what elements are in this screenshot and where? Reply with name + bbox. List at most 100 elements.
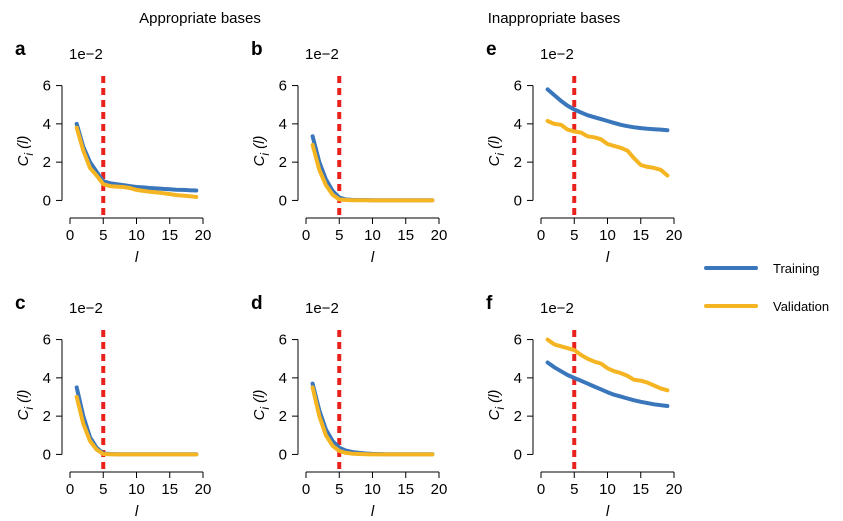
y-tick-label: 0: [43, 192, 51, 209]
axis-multiplier: 1e−2: [69, 300, 103, 317]
axis-multiplier: 1e−2: [540, 46, 574, 63]
y-tick-label: 0: [43, 446, 51, 463]
series-line-validation: [310, 142, 435, 203]
y-axis-label-arg: (l): [15, 390, 32, 403]
x-tick-label: 20: [666, 227, 683, 244]
y-tick-label: 6: [43, 332, 51, 349]
x-tick-label: 10: [599, 481, 616, 498]
series-line-validation: [545, 119, 670, 178]
axis-multiplier: 1e−2: [69, 46, 103, 63]
y-tick-label: 4: [514, 116, 522, 133]
x-tick-label: 5: [570, 227, 578, 244]
y-tick-label: 4: [279, 116, 287, 133]
y-axis-label-main: C: [486, 155, 503, 166]
x-tick-label: 20: [431, 227, 448, 244]
x-tick-label: 5: [335, 227, 343, 244]
x-tick-label: 0: [302, 481, 310, 498]
y-axis-label-subscript: i: [258, 407, 272, 410]
y-axis-label-arg: (l): [486, 136, 503, 149]
panel-letter-a: a: [15, 39, 26, 60]
y-axis-label: Ci (l): [486, 390, 507, 421]
x-tick-label: 15: [632, 227, 649, 244]
axis-multiplier: 1e−2: [305, 300, 339, 317]
x-tick-label: 15: [161, 227, 178, 244]
y-axis-label-subscript: i: [22, 407, 36, 410]
y-axis-label: Ci (l): [251, 390, 272, 421]
panel-letter-b: b: [251, 39, 263, 60]
series-line-validation: [74, 125, 199, 199]
x-tick-label: 0: [537, 481, 545, 498]
x-tick-label: 10: [364, 227, 381, 244]
x-tick-label: 10: [364, 481, 381, 498]
panel-letter-f: f: [486, 293, 493, 314]
y-axis-label-arg: (l): [251, 390, 268, 403]
y-axis-label-arg: (l): [15, 136, 32, 149]
series-line-training: [545, 360, 670, 408]
y-axis-label-main: C: [251, 409, 268, 420]
panel-letter-c: c: [15, 293, 26, 314]
y-axis-label-main: C: [251, 155, 268, 166]
y-tick-label: 4: [43, 370, 51, 387]
panel-letter-e: e: [486, 39, 497, 60]
panel-b: b 1e−2 0 2 4 6 0 5 10 15 20 l Ci (l): [251, 39, 447, 266]
x-tick-label: 20: [431, 481, 448, 498]
panel-e: e 1e−2 0 2 4 6 0 5 10 15 20 l Ci (l): [486, 39, 682, 266]
y-axis-label: Ci (l): [251, 136, 272, 167]
y-axis-label-main: C: [486, 409, 503, 420]
series-line-validation: [310, 385, 435, 457]
y-tick-label: 2: [43, 154, 51, 171]
legend: Training Validation: [704, 261, 829, 314]
y-tick-label: 6: [279, 332, 287, 349]
panel-c: c 1e−2 0 2 4 6 0 5 10 15 20 l Ci (l): [15, 293, 211, 520]
x-tick-label: 10: [128, 227, 145, 244]
x-axis-label: l: [135, 503, 139, 520]
series-line-training: [74, 121, 199, 193]
x-tick-label: 0: [302, 227, 310, 244]
y-axis-label: Ci (l): [15, 390, 36, 421]
y-tick-label: 0: [279, 446, 287, 463]
x-tick-label: 15: [397, 227, 414, 244]
y-axis-label-main: C: [15, 155, 32, 166]
y-axis-label-subscript: i: [493, 153, 507, 156]
x-tick-label: 5: [570, 481, 578, 498]
x-tick-label: 0: [66, 481, 74, 498]
y-axis-label-main: C: [15, 409, 32, 420]
y-tick-label: 2: [514, 154, 522, 171]
x-tick-label: 15: [397, 481, 414, 498]
y-tick-label: 6: [43, 78, 51, 95]
y-tick-label: 6: [279, 78, 287, 95]
group-title-appropriate: Appropriate bases: [139, 10, 261, 27]
series-line-validation: [545, 337, 670, 393]
y-tick-label: 0: [514, 446, 522, 463]
x-axis-label: l: [371, 503, 375, 520]
group-title-inappropriate: Inappropriate bases: [488, 10, 621, 27]
panel-f: f 1e−2 0 2 4 6 0 5 10 15 20 l Ci (l): [486, 293, 682, 520]
y-tick-label: 6: [514, 332, 522, 349]
y-axis-label: Ci (l): [15, 136, 36, 167]
x-axis-label: l: [371, 249, 375, 266]
y-axis-label-subscript: i: [258, 153, 272, 156]
x-tick-label: 10: [128, 481, 145, 498]
panel-d: d 1e−2 0 2 4 6 0 5 10 15 20 l Ci (l): [251, 293, 447, 520]
y-tick-label: 2: [279, 408, 287, 425]
y-tick-label: 4: [43, 116, 51, 133]
y-tick-label: 2: [279, 154, 287, 171]
y-tick-label: 2: [43, 408, 51, 425]
y-tick-label: 0: [514, 192, 522, 209]
x-tick-label: 15: [632, 481, 649, 498]
x-tick-label: 10: [599, 227, 616, 244]
x-tick-label: 20: [666, 481, 683, 498]
series-line-validation: [74, 395, 199, 457]
axis-multiplier: 1e−2: [540, 300, 574, 317]
panel-letter-d: d: [251, 293, 263, 314]
axis-multiplier: 1e−2: [305, 46, 339, 63]
x-tick-label: 0: [537, 227, 545, 244]
y-axis-label-subscript: i: [22, 153, 36, 156]
y-axis-label-arg: (l): [486, 390, 503, 403]
x-tick-label: 20: [195, 481, 212, 498]
x-axis-label: l: [606, 249, 610, 266]
y-tick-label: 4: [279, 370, 287, 387]
x-axis-label: l: [135, 249, 139, 266]
